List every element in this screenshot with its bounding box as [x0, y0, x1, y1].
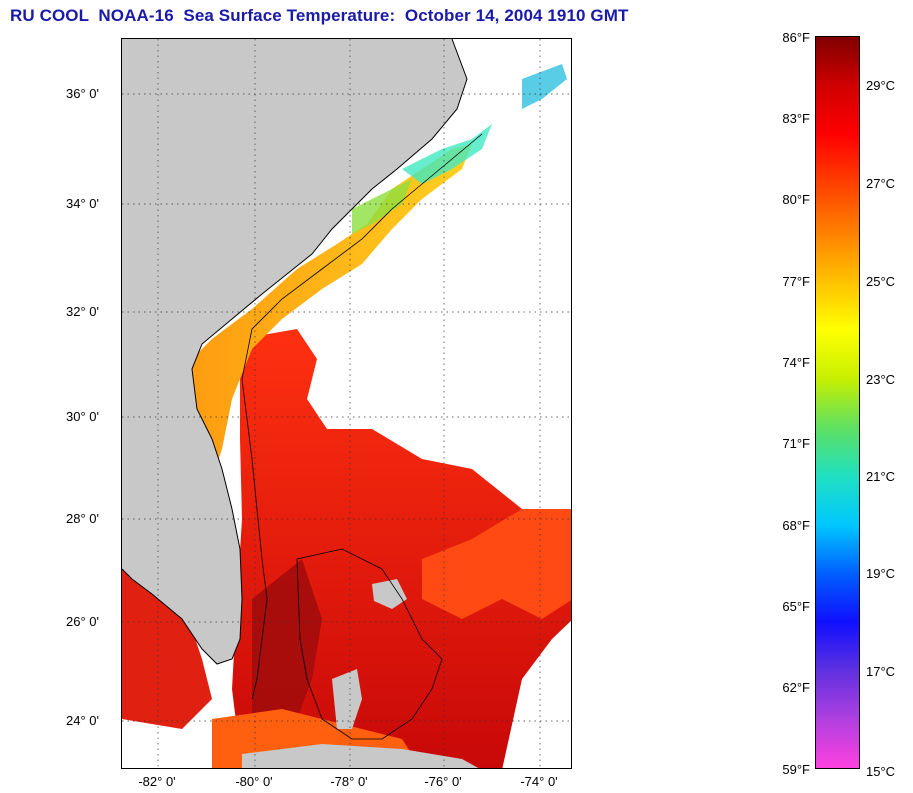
cool-shelf-water	[402, 124, 492, 184]
lon-label-78: -78° 0'	[330, 774, 368, 789]
temperature-colorbar	[815, 36, 860, 769]
bahamas-island-1	[332, 669, 362, 729]
cuba-coast	[242, 744, 479, 768]
gulf-stream-water	[232, 329, 571, 768]
lat-label-28: 28° 0'	[66, 511, 99, 526]
cool-shelf-water-2	[352, 179, 412, 234]
c-label-17: 17°C	[866, 664, 896, 679]
c-label-15: 15°C	[866, 764, 896, 779]
f-label-83: 83°F	[782, 111, 810, 126]
coastline	[122, 39, 468, 665]
f-label-71: 71°F	[782, 436, 810, 451]
lat-label-34: 34° 0'	[66, 196, 99, 211]
lat-label-26: 26° 0'	[66, 614, 99, 629]
c-label-21: 21°C	[866, 469, 896, 484]
f-label-65: 65°F	[782, 599, 810, 614]
lat-label-30: 30° 0'	[66, 409, 99, 424]
f-label-86: 86°F	[782, 30, 810, 45]
f-label-80: 80°F	[782, 192, 810, 207]
lon-label-74: -74° 0'	[520, 774, 558, 789]
lat-label-24: 24° 0'	[66, 713, 99, 728]
bahamas-bank-contour	[296, 548, 443, 740]
cold-north-water	[522, 64, 567, 109]
map-title: RU COOL NOAA-16 Sea Surface Temperature:…	[10, 6, 629, 25]
lat-label-32: 32° 0'	[66, 304, 99, 319]
warm-eddy	[422, 509, 571, 619]
c-label-19: 19°C	[866, 566, 896, 581]
f-label-68: 68°F	[782, 518, 810, 533]
c-label-25: 25°C	[866, 274, 896, 289]
c-label-23: 23°C	[866, 372, 896, 387]
c-label-27: 27°C	[866, 176, 896, 191]
lon-label-80: -80° 0'	[235, 774, 273, 789]
isobath-contour	[241, 133, 483, 700]
f-label-62: 62°F	[782, 680, 810, 695]
f-label-59: 59°F	[782, 762, 810, 777]
lon-label-82: -82° 0'	[138, 774, 176, 789]
lat-label-36: 36° 0'	[66, 86, 99, 101]
f-label-77: 77°F	[782, 274, 810, 289]
sst-map[interactable]	[121, 38, 572, 769]
land-mainland	[122, 39, 467, 664]
lon-label-76: -76° 0'	[424, 774, 462, 789]
bahamas-island-2	[372, 579, 407, 609]
f-label-74: 74°F	[782, 355, 810, 370]
graticule	[122, 39, 571, 768]
c-label-29: 29°C	[866, 78, 896, 93]
gulf-stream-core	[252, 559, 322, 739]
